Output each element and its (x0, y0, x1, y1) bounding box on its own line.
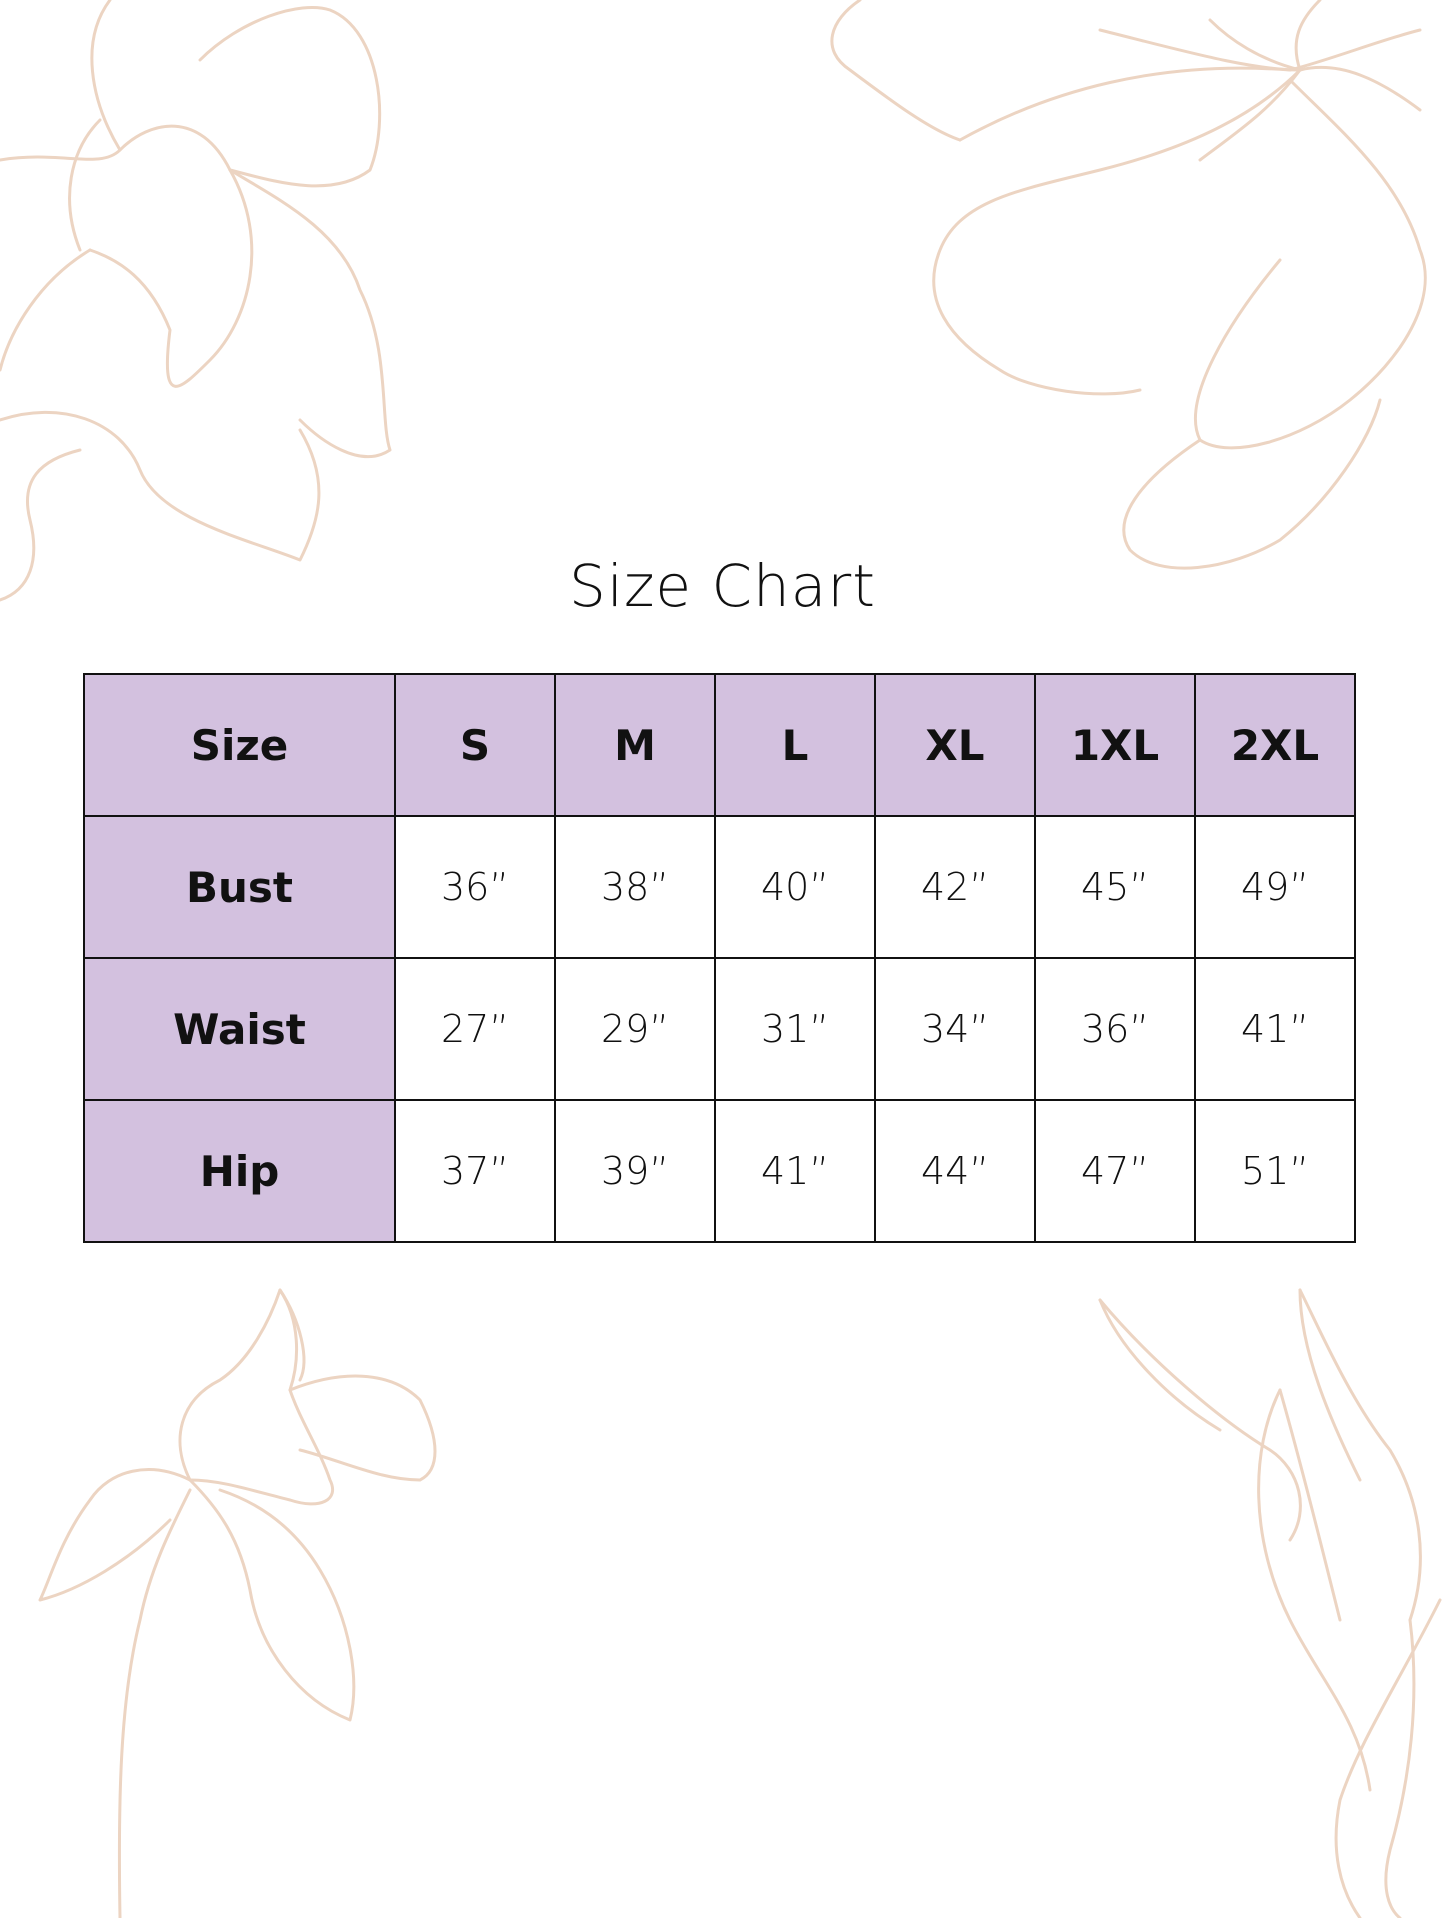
table-cell: 40” (714, 815, 876, 959)
table-header-row: Size S M L XL 1XL 2XL (83, 673, 1356, 817)
table-row: Bust 36” 38” 40” 42” 45” 49” (83, 815, 1356, 959)
table-row: Hip 37” 39” 41” 44” 47” 51” (83, 1099, 1356, 1243)
header-cell: 2XL (1194, 673, 1356, 817)
table-cell: 31” (714, 957, 876, 1101)
table-cell: 42” (874, 815, 1036, 959)
table-cell: 37” (394, 1099, 556, 1243)
flower-bottom-right (1098, 1288, 1442, 1918)
row-label: Bust (83, 815, 396, 959)
header-cell: 1XL (1034, 673, 1196, 817)
table-cell: 36” (394, 815, 556, 959)
row-label: Waist (83, 957, 396, 1101)
header-cell: M (554, 673, 716, 817)
row-label: Hip (83, 1099, 396, 1243)
table-cell: 45” (1034, 815, 1196, 959)
table-cell: 39” (554, 1099, 716, 1243)
flower-top-right (830, 0, 1427, 570)
table-cell: 34” (874, 957, 1036, 1101)
table-cell: 49” (1194, 815, 1356, 959)
table-cell: 41” (1194, 957, 1356, 1101)
table-cell: 47” (1034, 1099, 1196, 1243)
flower-bottom-left (38, 1288, 437, 1918)
table-cell: 44” (874, 1099, 1036, 1243)
table-cell: 27” (394, 957, 556, 1101)
table-cell: 41” (714, 1099, 876, 1243)
flower-top-left (0, 0, 392, 602)
table-cell: 36” (1034, 957, 1196, 1101)
table-row: Waist 27” 29” 31” 34” 36” 41” (83, 957, 1356, 1101)
size-chart-table: Size S M L XL 1XL 2XL Bust 36” 38” 40” 4… (83, 673, 1356, 1243)
table-cell: 51” (1194, 1099, 1356, 1243)
table-cell: 29” (554, 957, 716, 1101)
table-cell: 38” (554, 815, 716, 959)
header-cell: S (394, 673, 556, 817)
header-cell: Size (83, 673, 396, 817)
page-title: Size Chart (569, 552, 876, 620)
header-cell: XL (874, 673, 1036, 817)
header-cell: L (714, 673, 876, 817)
